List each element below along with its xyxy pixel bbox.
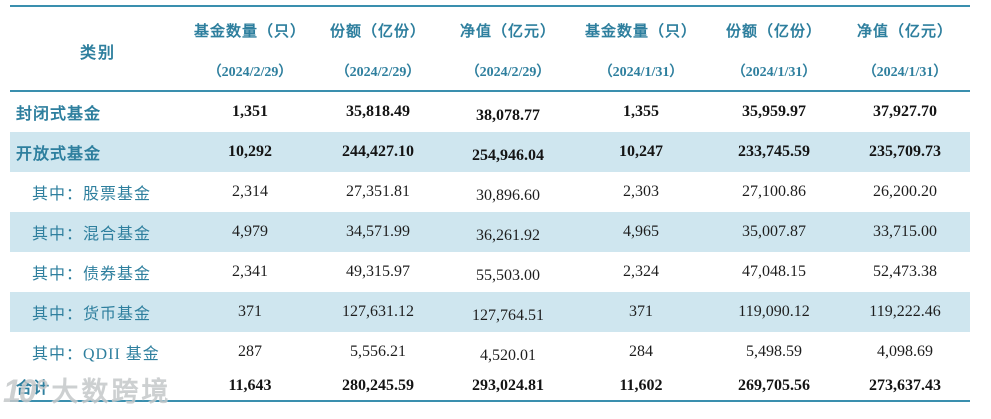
column-title: 净值（亿元） (459, 24, 556, 40)
cell-value: 11,643 (228, 377, 272, 394)
table-body: 封闭式基金 1,351 35,818.49 38,078.77 1,355 35,959.… (10, 92, 970, 400)
column-date: （2024/1/31） (862, 65, 948, 80)
cell-value: 127,631.12 (342, 303, 414, 320)
cell-value: 233,745.59 (738, 143, 810, 160)
table-row-6: 其中：QDII 基金 287 5,556.21 4,520.01 284 5,498.59… (10, 332, 970, 372)
column-title: 基金数量（只） (193, 24, 306, 40)
cell-value: 49,315.97 (346, 263, 410, 280)
cell-value: 4,965 (623, 223, 659, 240)
table-row-2: 其中：股票基金 2,314 27,351.81 30,896.60 2,303 27,10… (10, 172, 970, 212)
column-header-3: 基金数量（只） （2024/1/31） (574, 7, 708, 90)
cell-value: 10,247 (619, 143, 663, 160)
cell-value: 37,927.70 (873, 103, 937, 120)
cell-value: 371 (238, 303, 262, 320)
cell-value: 1,351 (232, 103, 268, 120)
cell-value: 371 (629, 303, 653, 320)
cell-value: 287 (238, 343, 262, 360)
cell-value: 38,078.77 (476, 107, 540, 124)
column-header-4: 份额（亿份） （2024/1/31） (708, 7, 840, 90)
column-title: 份额（亿份） (329, 24, 426, 40)
column-date: （2024/2/29） (207, 65, 293, 80)
row-label: 开放式基金 (16, 146, 102, 163)
table-row-3: 其中：混合基金 4,979 34,571.99 36,261.92 4,965 35,00… (10, 212, 970, 252)
cell-value: 47,048.15 (742, 263, 806, 280)
cell-value: 36,261.92 (476, 227, 540, 244)
row-label: 其中：混合基金 (32, 226, 152, 243)
cell-value: 35,818.49 (346, 103, 410, 120)
row-label: 其中：货币基金 (32, 306, 152, 323)
cell-value: 4,979 (232, 223, 268, 240)
cell-value: 254,946.04 (472, 147, 544, 164)
cell-value: 4,098.69 (877, 343, 933, 360)
table-row-5: 其中：货币基金 371 127,631.12 127,764.51 371 119,090… (10, 292, 970, 332)
cell-value: 273,637.43 (869, 377, 941, 394)
column-header-1: 份额（亿份） （2024/2/29） (314, 7, 442, 90)
cell-value: 2,341 (232, 263, 268, 280)
cell-value: 26,200.20 (873, 183, 937, 200)
column-title: 份额（亿份） (725, 24, 822, 40)
cell-value: 4,520.01 (480, 347, 536, 364)
cell-value: 52,473.38 (873, 263, 937, 280)
column-title: 基金数量（只） (584, 24, 697, 40)
column-header-0: 基金数量（只） （2024/2/29） (186, 7, 314, 90)
cell-value: 27,351.81 (346, 183, 410, 200)
column-header-2: 净值（亿元） （2024/2/29） (442, 7, 574, 90)
cell-value: 235,709.73 (869, 143, 941, 160)
cell-value: 127,764.51 (472, 307, 544, 324)
cell-value: 119,222.46 (869, 303, 941, 320)
cell-value: 2,303 (623, 183, 659, 200)
cell-value: 35,007.87 (742, 223, 806, 240)
table-row-0: 封闭式基金 1,351 35,818.49 38,078.77 1,355 35,959.… (10, 92, 970, 132)
cell-value: 10,292 (228, 143, 272, 160)
column-title: 净值（亿元） (856, 24, 953, 40)
cell-value: 244,427.10 (342, 143, 414, 160)
column-date: （2024/2/29） (335, 65, 421, 80)
cell-value: 30,896.60 (476, 187, 540, 204)
cell-value: 280,245.59 (342, 377, 414, 394)
column-date: （2024/1/31） (598, 65, 684, 80)
cell-value: 34,571.99 (346, 223, 410, 240)
column-date: （2024/1/31） (731, 65, 817, 80)
cell-value: 5,498.59 (746, 343, 802, 360)
cell-value: 33,715.00 (873, 223, 937, 240)
cell-value: 1,355 (623, 103, 659, 120)
fund-statistics-table: 类别 基金数量（只） （2024/2/29） 份额（亿份） （2024/2/29） 净值… (10, 5, 970, 402)
column-header-5: 净值（亿元） （2024/1/31） (840, 7, 970, 90)
row-label: 其中：债券基金 (32, 266, 152, 283)
table-row-4: 其中：债券基金 2,341 49,315.97 55,503.00 2,324 47,04… (10, 252, 970, 292)
row-label: 其中：股票基金 (32, 186, 152, 203)
table-row-1: 开放式基金 10,292 244,427.10 254,946.04 10,247 233… (10, 132, 970, 172)
cell-value: 2,314 (232, 183, 268, 200)
cell-value: 119,090.12 (738, 303, 810, 320)
row-label: 合计 (16, 380, 51, 397)
table-header-row: 类别 基金数量（只） （2024/2/29） 份额（亿份） （2024/2/29） 净值… (10, 7, 970, 92)
table-row-7: 合计 11,643 280,245.59 293,024.81 11,602 269,70… (10, 372, 970, 400)
row-label: 封闭式基金 (16, 106, 102, 123)
cell-value: 35,959.97 (742, 103, 806, 120)
column-header-category: 类别 (79, 44, 116, 62)
cell-value: 11,602 (619, 377, 663, 394)
column-date: （2024/2/29） (465, 65, 551, 80)
cell-value: 27,100.86 (742, 183, 806, 200)
cell-value: 284 (629, 343, 653, 360)
cell-value: 269,705.56 (738, 377, 810, 394)
cell-value: 55,503.00 (476, 267, 540, 284)
cell-value: 2,324 (623, 263, 659, 280)
cell-value: 293,024.81 (472, 377, 544, 394)
cell-value: 5,556.21 (350, 343, 406, 360)
row-label: 其中：QDII 基金 (32, 346, 160, 363)
